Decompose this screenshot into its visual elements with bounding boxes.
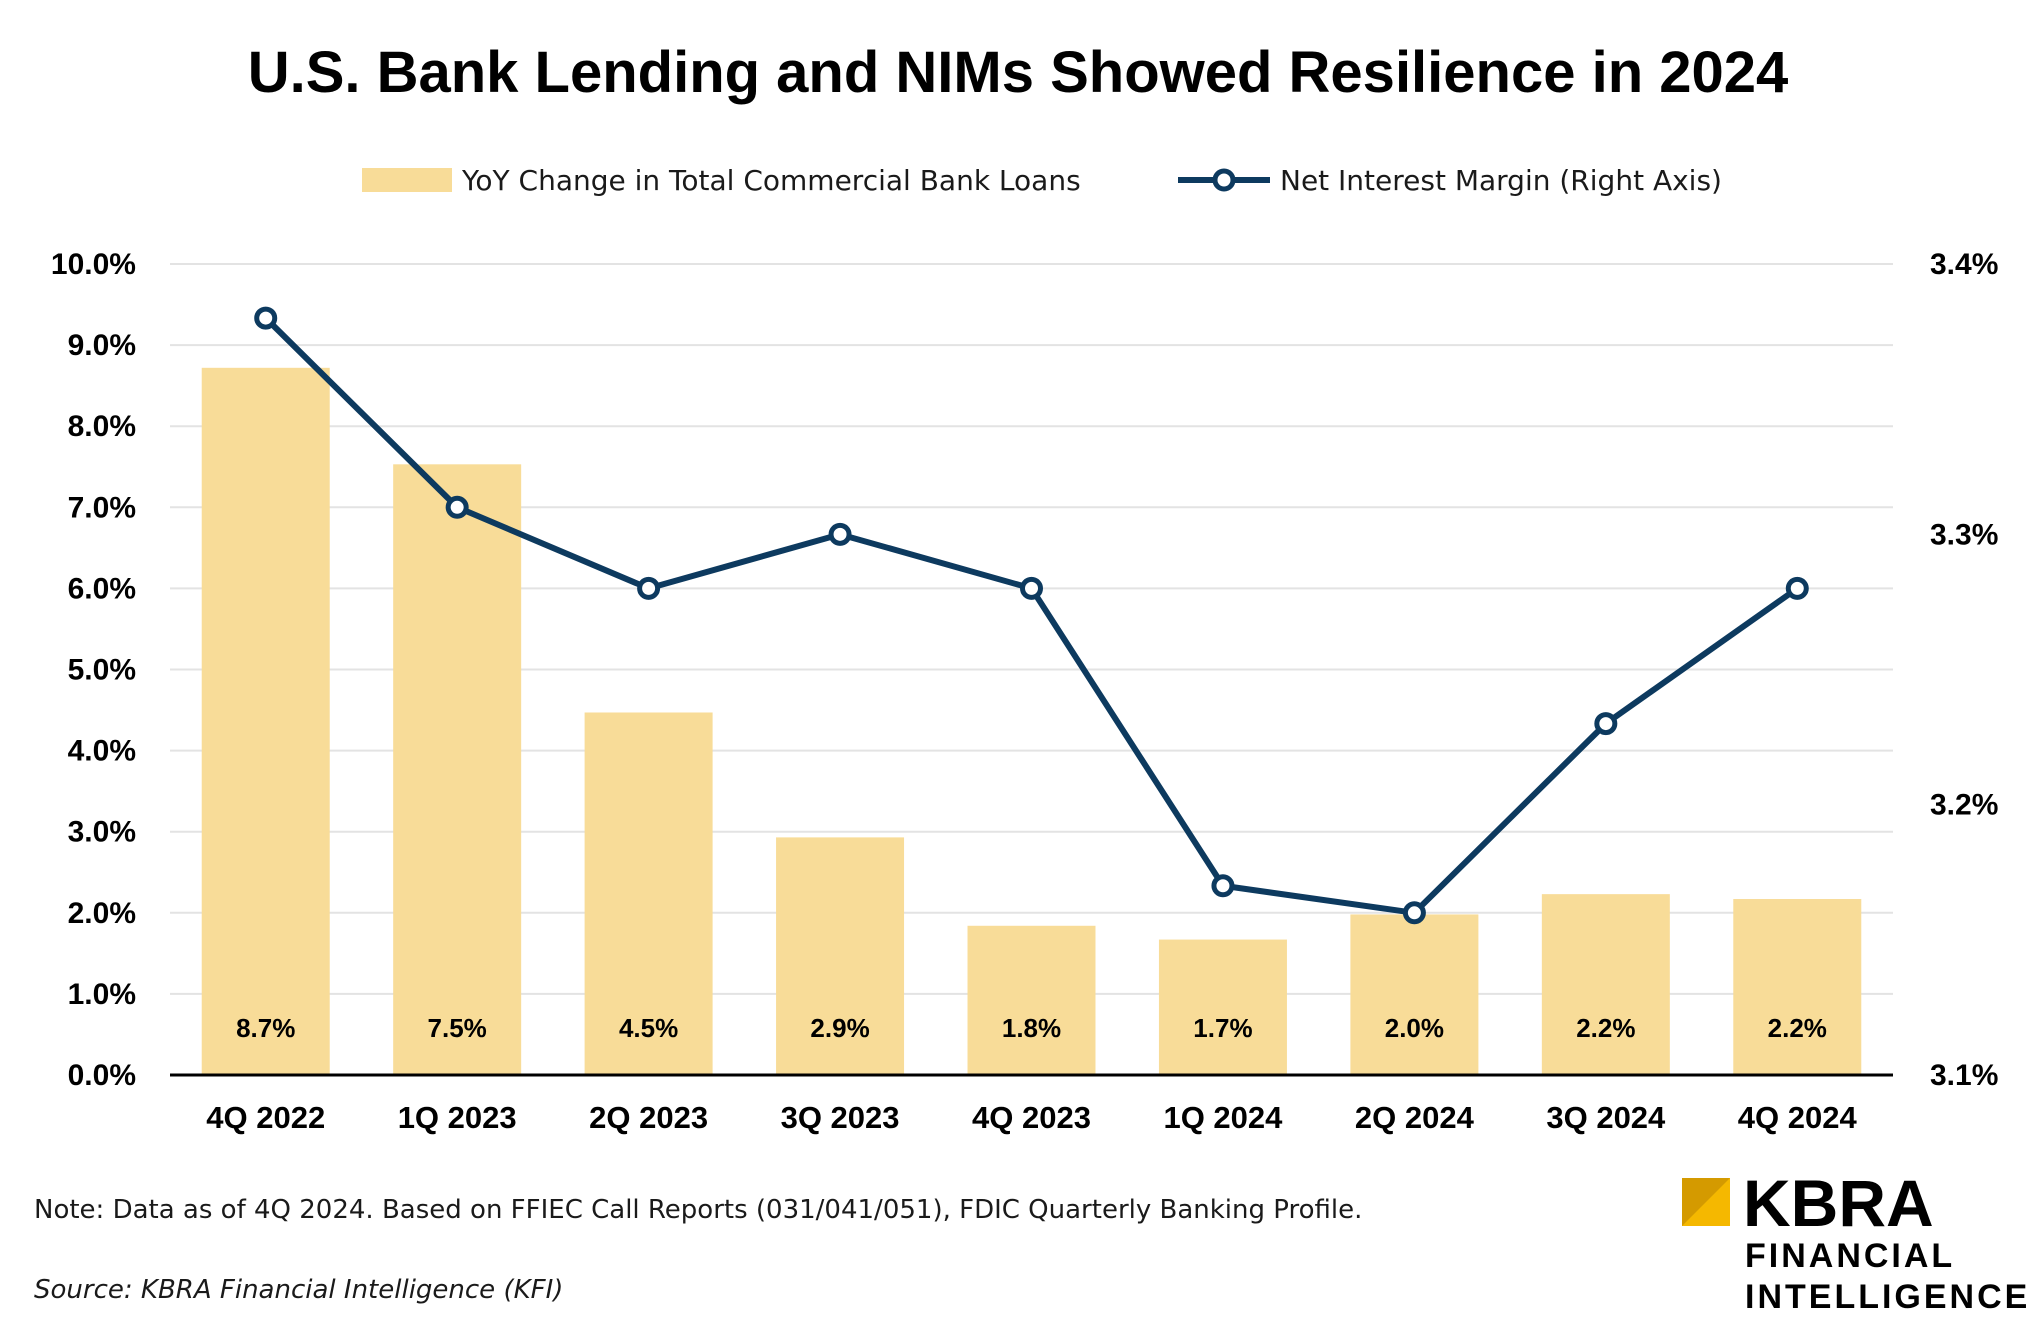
- bar-data-label: 8.7%: [236, 1013, 295, 1043]
- legend-line-label: Net Interest Margin (Right Axis): [1280, 164, 1722, 197]
- legend-bar-label: YoY Change in Total Commercial Bank Loan…: [461, 164, 1081, 197]
- left-axis-tick-label: 3.0%: [68, 816, 136, 849]
- bar-data-label: 7.5%: [428, 1013, 487, 1043]
- left-axis-tick-label: 1.0%: [68, 978, 136, 1011]
- right-axis-tick-label: 3.4%: [1930, 248, 1998, 281]
- right-axis-tick-label: 3.2%: [1930, 789, 1998, 822]
- bar-data-label: 4.5%: [619, 1013, 678, 1043]
- bar-data-labels: 8.7% 7.5% 4.5% 2.9% 1.8% 1.7% 2.0% 2.2% 2.2%: [236, 1013, 1827, 1043]
- bar-data-label: 1.8%: [1002, 1013, 1061, 1043]
- nim-point: [828, 522, 852, 546]
- nim-point: [1020, 576, 1043, 600]
- left-axis-tick-label: 7.0%: [68, 491, 136, 524]
- bar-data-label: 2.0%: [1385, 1013, 1444, 1043]
- bar: [201, 367, 330, 1076]
- x-axis-tick-label: 4Q 2024: [1738, 1100, 1858, 1135]
- x-axis-tick-label: 4Q 2023: [972, 1100, 1091, 1135]
- left-axis-tick-label: 2.0%: [68, 897, 136, 930]
- logo-wordmark: KBRA: [1743, 1166, 1934, 1240]
- bar: [967, 925, 1096, 1075]
- bar: [1733, 899, 1862, 1075]
- chart-note: Note: Data as of 4Q 2024. Based on FFIEC…: [34, 1195, 1362, 1225]
- right-axis-tick-label: 3.1%: [1930, 1059, 1998, 1092]
- bar-data-label: 2.2%: [1768, 1013, 1827, 1043]
- x-axis-tick-label: 3Q 2024: [1546, 1100, 1666, 1135]
- left-axis-tick-label: 5.0%: [68, 654, 136, 687]
- bar: [393, 464, 522, 1075]
- nim-point: [1785, 576, 1809, 600]
- x-axis-tick-label: 3Q 2023: [781, 1100, 900, 1135]
- bar-data-label: 2.9%: [810, 1013, 869, 1043]
- x-axis-tick-label: 1Q 2023: [398, 1100, 517, 1135]
- nim-point: [1594, 712, 1618, 736]
- left-axis: 0.0% 1.0% 2.0% 3.0% 4.0% 5.0% 6.0% 7.0% 8.0% 9.0%…: [51, 248, 136, 1092]
- bar-data-label: 1.7%: [1193, 1013, 1252, 1043]
- nim-point: [1402, 901, 1426, 925]
- right-axis-tick-label: 3.3%: [1930, 518, 1998, 551]
- left-axis-tick-label: 10.0%: [51, 248, 136, 281]
- logo-intelligence: INTELLIGENCE: [1745, 1278, 2030, 1316]
- nim-point: [445, 495, 469, 519]
- left-axis-tick-label: 9.0%: [68, 329, 136, 362]
- bar: [584, 712, 713, 1075]
- bar: [1350, 914, 1479, 1075]
- nim-point: [637, 576, 661, 600]
- bar: [1158, 939, 1287, 1075]
- x-axis-tick-label: 1Q 2024: [1163, 1100, 1283, 1135]
- kbra-logo: KBRA FINANCIAL INTELLIGENCE: [1682, 1166, 2030, 1316]
- bar-data-label: 2.2%: [1576, 1013, 1635, 1043]
- left-axis-tick-label: 6.0%: [68, 572, 136, 605]
- left-axis-tick-label: 0.0%: [68, 1059, 136, 1092]
- bar: [776, 837, 905, 1075]
- logo-financial: FINANCIAL: [1745, 1237, 1955, 1275]
- left-axis-tick-label: 8.0%: [68, 410, 136, 443]
- nim-point: [1211, 874, 1235, 898]
- x-axis-tick-label: 2Q 2023: [589, 1100, 708, 1135]
- x-axis-tick-label: 2Q 2024: [1355, 1100, 1475, 1135]
- x-axis-tick-label: 4Q 2022: [206, 1100, 325, 1135]
- legend: YoY Change in Total Commercial Bank Loan…: [362, 164, 1722, 197]
- kbra-logo-mark-icon: [1682, 1178, 1730, 1226]
- chart-source: Source: KBRA Financial Intelligence (KFI…: [34, 1275, 563, 1305]
- nim-line-series: [254, 306, 1809, 925]
- nim-point: [254, 306, 278, 330]
- bar: [1541, 894, 1670, 1075]
- legend-line-marker: [1212, 168, 1236, 192]
- x-axis-labels: 4Q 2022 1Q 2023 2Q 2023 3Q 2023 4Q 2023 1Q 20…: [206, 1100, 1857, 1135]
- right-axis: 3.1% 3.2% 3.3% 3.4%: [1930, 248, 1998, 1092]
- left-axis-tick-label: 4.0%: [68, 735, 136, 768]
- bars: [201, 367, 1862, 1076]
- chart-title: U.S. Bank Lending and NIMs Showed Resili…: [248, 40, 1789, 105]
- legend-bar-swatch: [362, 168, 452, 192]
